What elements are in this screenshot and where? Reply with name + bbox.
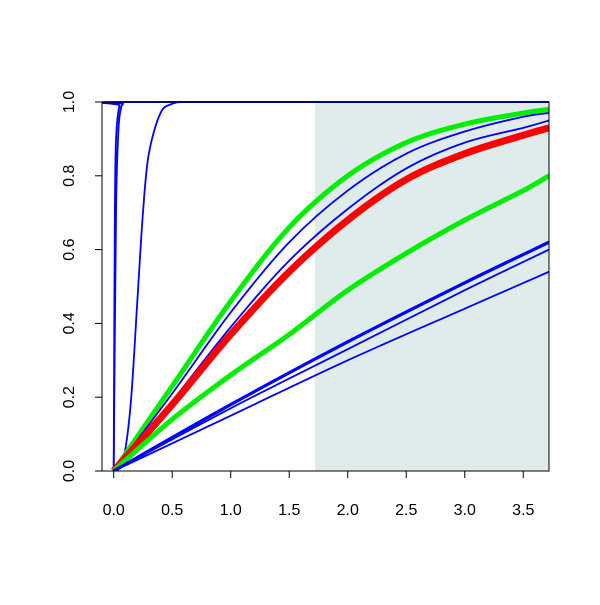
y-tick-label: 0.0 xyxy=(61,460,78,482)
series-line-10-blue xyxy=(113,248,549,471)
series-line-5-blue xyxy=(112,112,549,471)
x-tick-label: 0.5 xyxy=(161,502,183,519)
x-tick-label: 3.5 xyxy=(512,502,534,519)
y-tick-label: 0.6 xyxy=(61,238,78,260)
series-line-11-blue xyxy=(113,270,549,471)
x-tick-label: 1.0 xyxy=(220,502,242,519)
plot-frame xyxy=(101,101,550,472)
axes: 0.0 0.5 1.0 1.5 2.0 2.5 3.0 3.5 0.0 0.2 0.4 0.6 0.8 1… xyxy=(61,91,550,519)
series-lines xyxy=(102,101,549,471)
y-tick-label: 0.2 xyxy=(61,386,78,408)
x-tick-label: 0.0 xyxy=(103,502,125,519)
series-line-7-red xyxy=(111,124,549,471)
y-tick-label: 1.0 xyxy=(61,91,78,113)
x-tick-label: 2.5 xyxy=(395,502,417,519)
x-tick-label: 3.0 xyxy=(454,502,476,519)
series-line-9-blue xyxy=(112,240,549,471)
y-tick-label: 0.4 xyxy=(61,312,78,334)
y-tick-label: 0.8 xyxy=(61,165,78,187)
series-line-4-green xyxy=(111,106,549,471)
x-tick-label: 1.5 xyxy=(278,502,300,519)
series-line-8-green xyxy=(112,173,549,471)
x-tick-label: 2.0 xyxy=(337,502,359,519)
